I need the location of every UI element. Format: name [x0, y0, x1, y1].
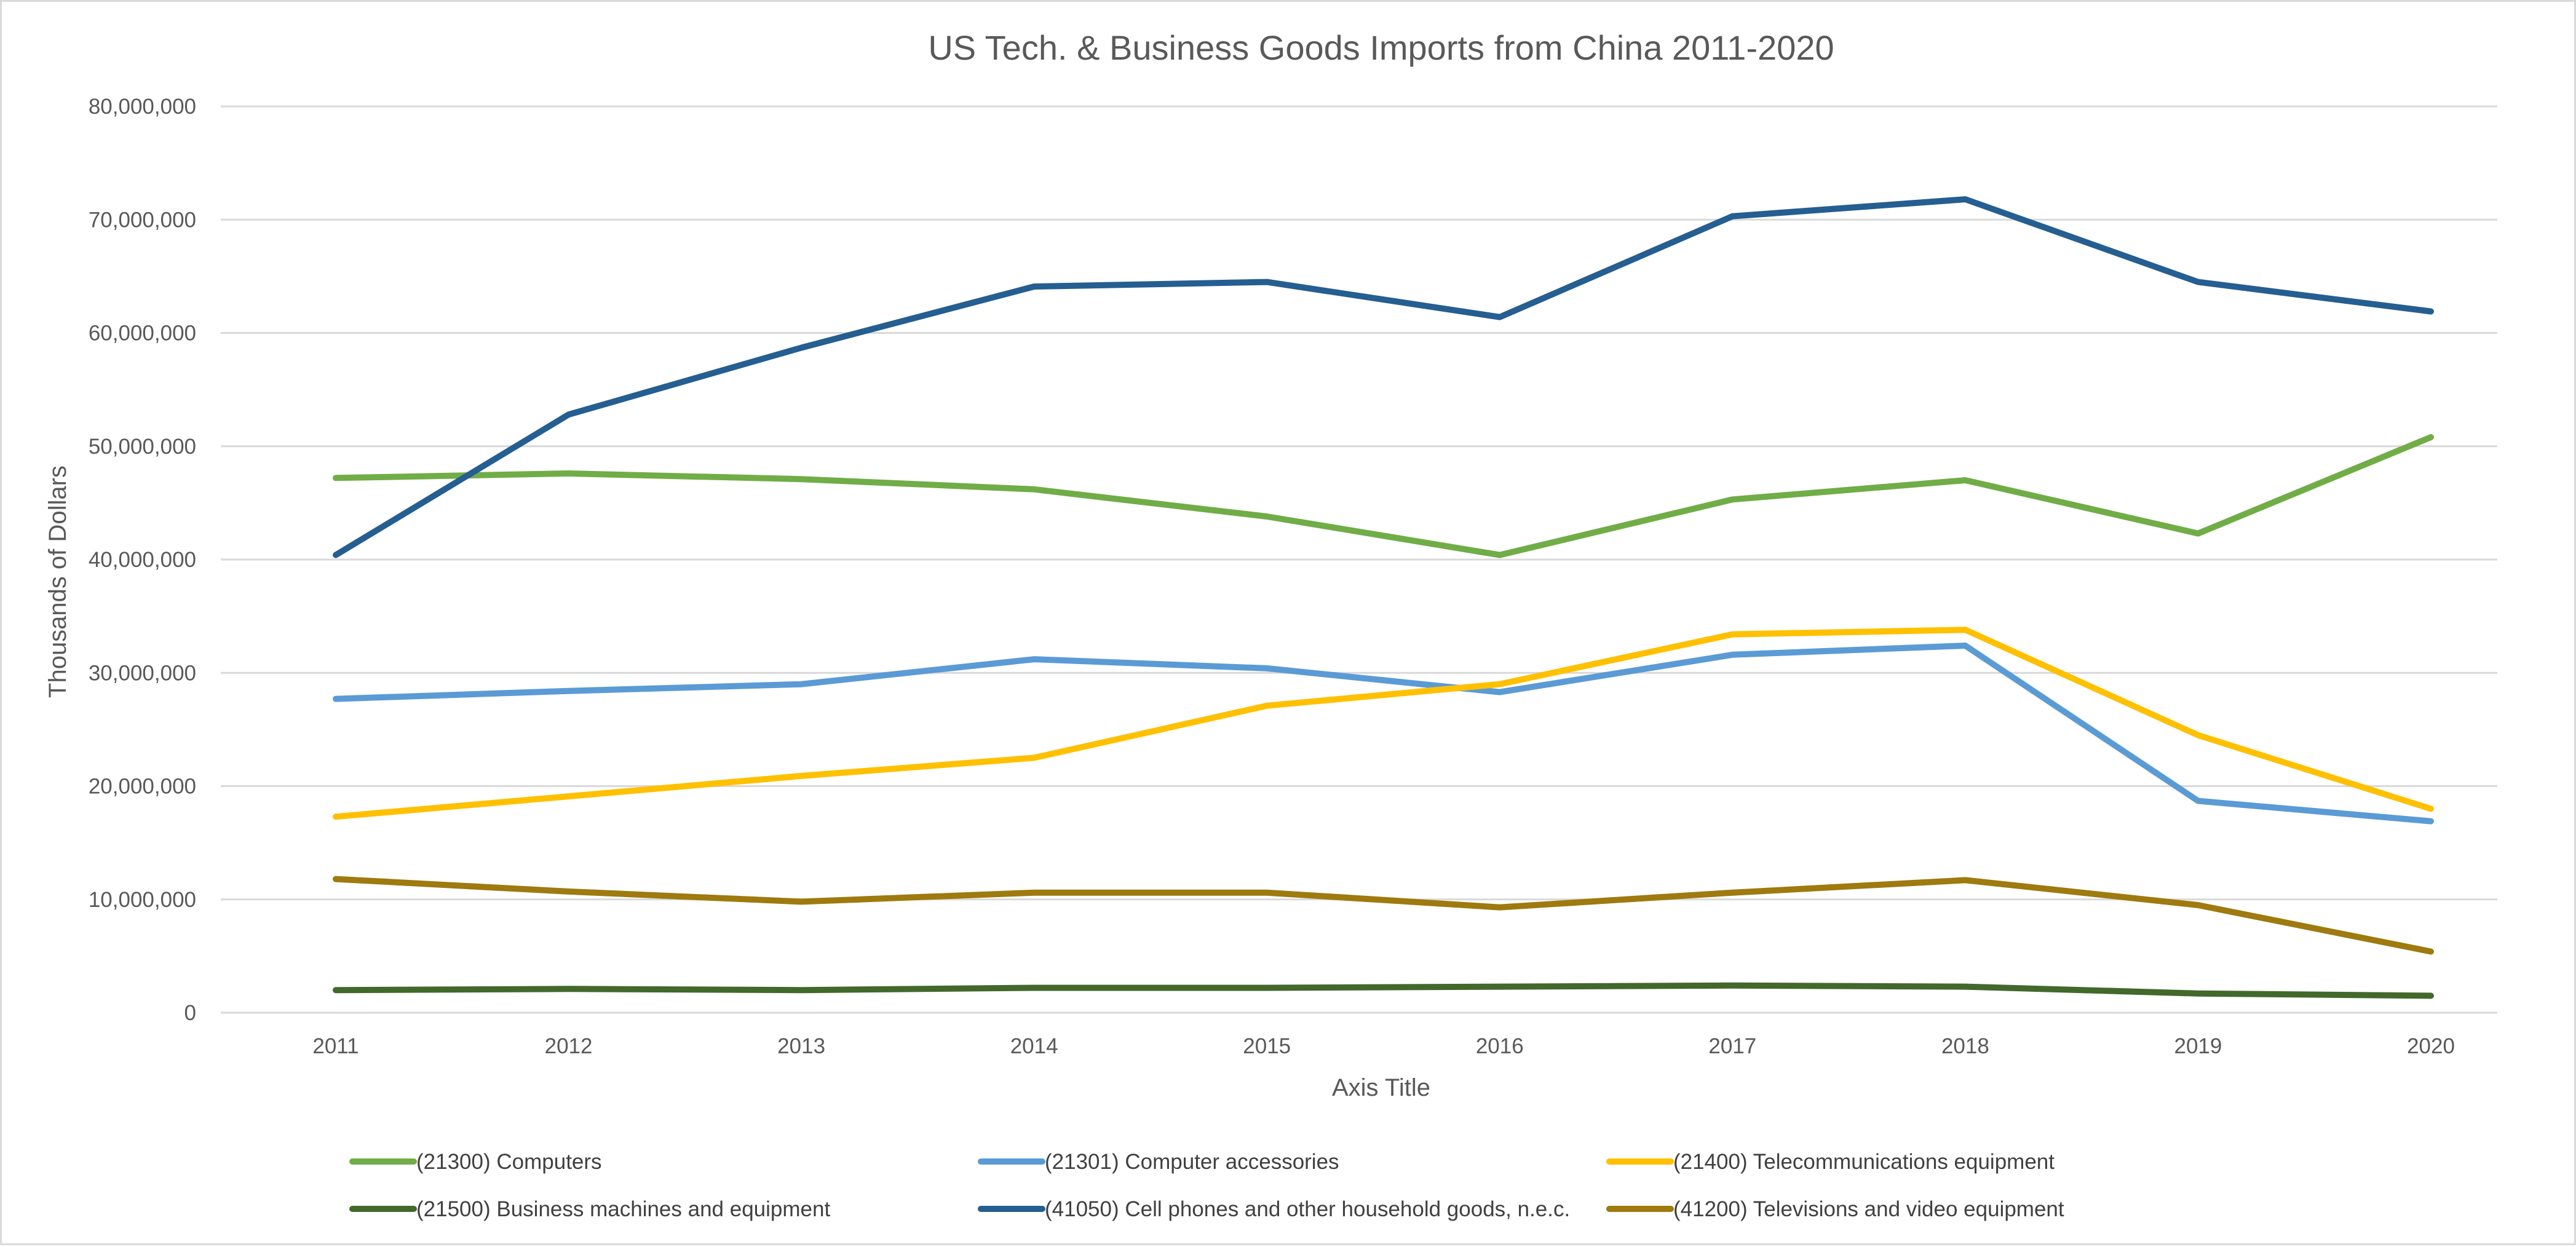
gridlines [221, 105, 2497, 1014]
series-lines [333, 196, 2434, 999]
y-tick-label: 30,000,000 [89, 661, 196, 685]
x-axis-title: Axis Title [1332, 1074, 1430, 1101]
legend-label-1: (21301) Computer accessories [1045, 1150, 1339, 1174]
y-tick-label: 80,000,000 [89, 95, 196, 119]
series-line-1 [333, 643, 2434, 825]
series-line-3 [333, 982, 2434, 999]
y-tick-label: 60,000,000 [89, 322, 196, 346]
x-tick-label: 2011 [312, 1034, 359, 1058]
y-tick-label: 40,000,000 [89, 548, 196, 572]
legend-label-4: (41050) Cell phones and other household … [1045, 1197, 1570, 1221]
series-line-0 [333, 434, 2434, 558]
x-tick-label: 2014 [1010, 1034, 1058, 1058]
x-tick-label: 2013 [777, 1034, 825, 1058]
y-tick-label: 20,000,000 [89, 775, 196, 799]
legend: (21300) Computers (21301) Computer access… [349, 1150, 2064, 1221]
y-tick-label: 70,000,000 [89, 208, 196, 232]
x-axis-tick-labels: 2011 2012 2013 2014 2015 2016 2017 2018 2019 2020 [312, 1034, 2455, 1058]
chart-title: US Tech. & Business Goods Imports from C… [928, 28, 1834, 67]
y-tick-label: 50,000,000 [89, 435, 196, 459]
x-tick-label: 2015 [1243, 1034, 1291, 1058]
y-tick-label: 10,000,000 [89, 888, 196, 912]
legend-label-5: (41200) Televisions and video equipment [1673, 1197, 2064, 1221]
x-tick-label: 2017 [1708, 1034, 1756, 1058]
series-line-2 [333, 627, 2434, 820]
y-axis-tick-labels: 0 10,000,000 20,000,000 30,000,000 40,000,00… [89, 95, 196, 1025]
x-tick-label: 2016 [1476, 1034, 1524, 1058]
y-tick-label: 0 [184, 1001, 196, 1025]
x-tick-label: 2019 [2174, 1034, 2222, 1058]
x-tick-label: 2018 [1941, 1034, 1989, 1058]
x-tick-label: 2012 [545, 1034, 593, 1058]
legend-label-2: (21400) Telecommunications equipment [1673, 1150, 2055, 1174]
y-axis-title: Thousands of Dollars [44, 465, 71, 698]
legend-label-3: (21500) Business machines and equipment [416, 1197, 830, 1221]
series-line-5 [333, 876, 2434, 955]
series-line-4 [333, 196, 2434, 558]
x-tick-label: 2020 [2407, 1034, 2455, 1058]
legend-label-0: (21300) Computers [416, 1150, 602, 1174]
